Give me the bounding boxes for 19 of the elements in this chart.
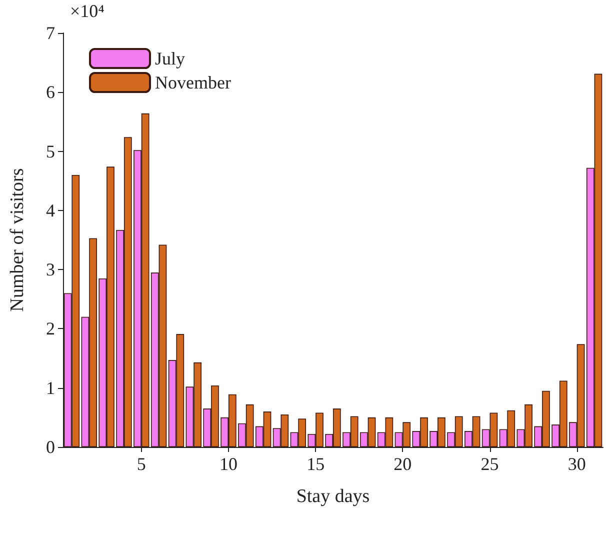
x-tick-label: 5 (136, 454, 146, 474)
legend-label: November (155, 72, 231, 92)
y-tick-label: 7 (46, 23, 55, 43)
y-tick-label: 4 (46, 200, 55, 220)
y-tick-label: 5 (46, 141, 55, 162)
legend-label: July (155, 48, 186, 68)
y-tick-label: 0 (46, 437, 55, 457)
y-tick-label: 2 (46, 318, 55, 339)
y-tick-label: 6 (46, 82, 55, 102)
x-axis-title: Stay days (296, 486, 370, 507)
y-tick-label: 3 (46, 260, 55, 280)
y-axis-title: Number of visitors (7, 168, 28, 312)
x-tick-label: 30 (568, 454, 586, 474)
x-tick-label: 25 (480, 454, 499, 474)
x-tick-label: 10 (219, 454, 238, 474)
y-tick-label: 1 (46, 378, 55, 398)
x-tick-label: 15 (306, 454, 325, 474)
text: ×10⁴ (70, 1, 104, 21)
x-tick-label: 20 (394, 454, 412, 474)
